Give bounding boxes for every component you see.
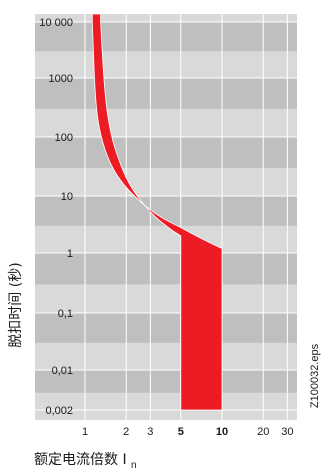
plot-background bbox=[35, 14, 297, 420]
y-tick-label: 1 bbox=[67, 248, 73, 260]
grid-stripe bbox=[35, 253, 297, 285]
y-tick-label: 0,01 bbox=[52, 365, 73, 377]
y-tick-label: 0,002 bbox=[45, 405, 73, 417]
x-tick-label: 30 bbox=[281, 426, 293, 438]
x-tick-label: 10 bbox=[216, 426, 228, 438]
trip-band-group bbox=[91, 13, 223, 411]
grid-stripe bbox=[35, 22, 297, 52]
x-tick-label: 1 bbox=[82, 426, 88, 438]
x-axis-title-subscript: n bbox=[131, 460, 137, 471]
figure-code: Z100032.eps bbox=[309, 343, 321, 408]
y-tick-label: 0,1 bbox=[58, 308, 73, 320]
x-tick-label: 3 bbox=[147, 426, 153, 438]
grid-stripe bbox=[35, 313, 297, 343]
grid-stripe bbox=[35, 137, 297, 168]
trip-band bbox=[91, 13, 223, 411]
x-axis-title: 额定电流倍数 I n bbox=[34, 452, 137, 471]
y-tick-labels: 10 000 1000 100 10 1 0,1 0,01 0,002 bbox=[39, 17, 73, 417]
grid-stripe bbox=[35, 78, 297, 109]
y-tick-label: 10 bbox=[61, 191, 73, 203]
y-axis-title: 脱扣时间 (秒) bbox=[8, 262, 24, 347]
grid-lines bbox=[35, 14, 297, 420]
y-tick-label: 100 bbox=[55, 132, 73, 144]
x-tick-label: 20 bbox=[257, 426, 269, 438]
x-tick-label: 5 bbox=[178, 426, 184, 438]
x-axis-title-main: 额定电流倍数 I bbox=[34, 452, 127, 468]
x-tick-labels: 1 2 3 5 10 20 30 bbox=[82, 426, 294, 438]
x-tick-label: 2 bbox=[123, 426, 129, 438]
y-tick-label: 1000 bbox=[49, 73, 73, 85]
y-tick-label: 10 000 bbox=[39, 17, 73, 29]
grid-stripe bbox=[35, 370, 297, 393]
